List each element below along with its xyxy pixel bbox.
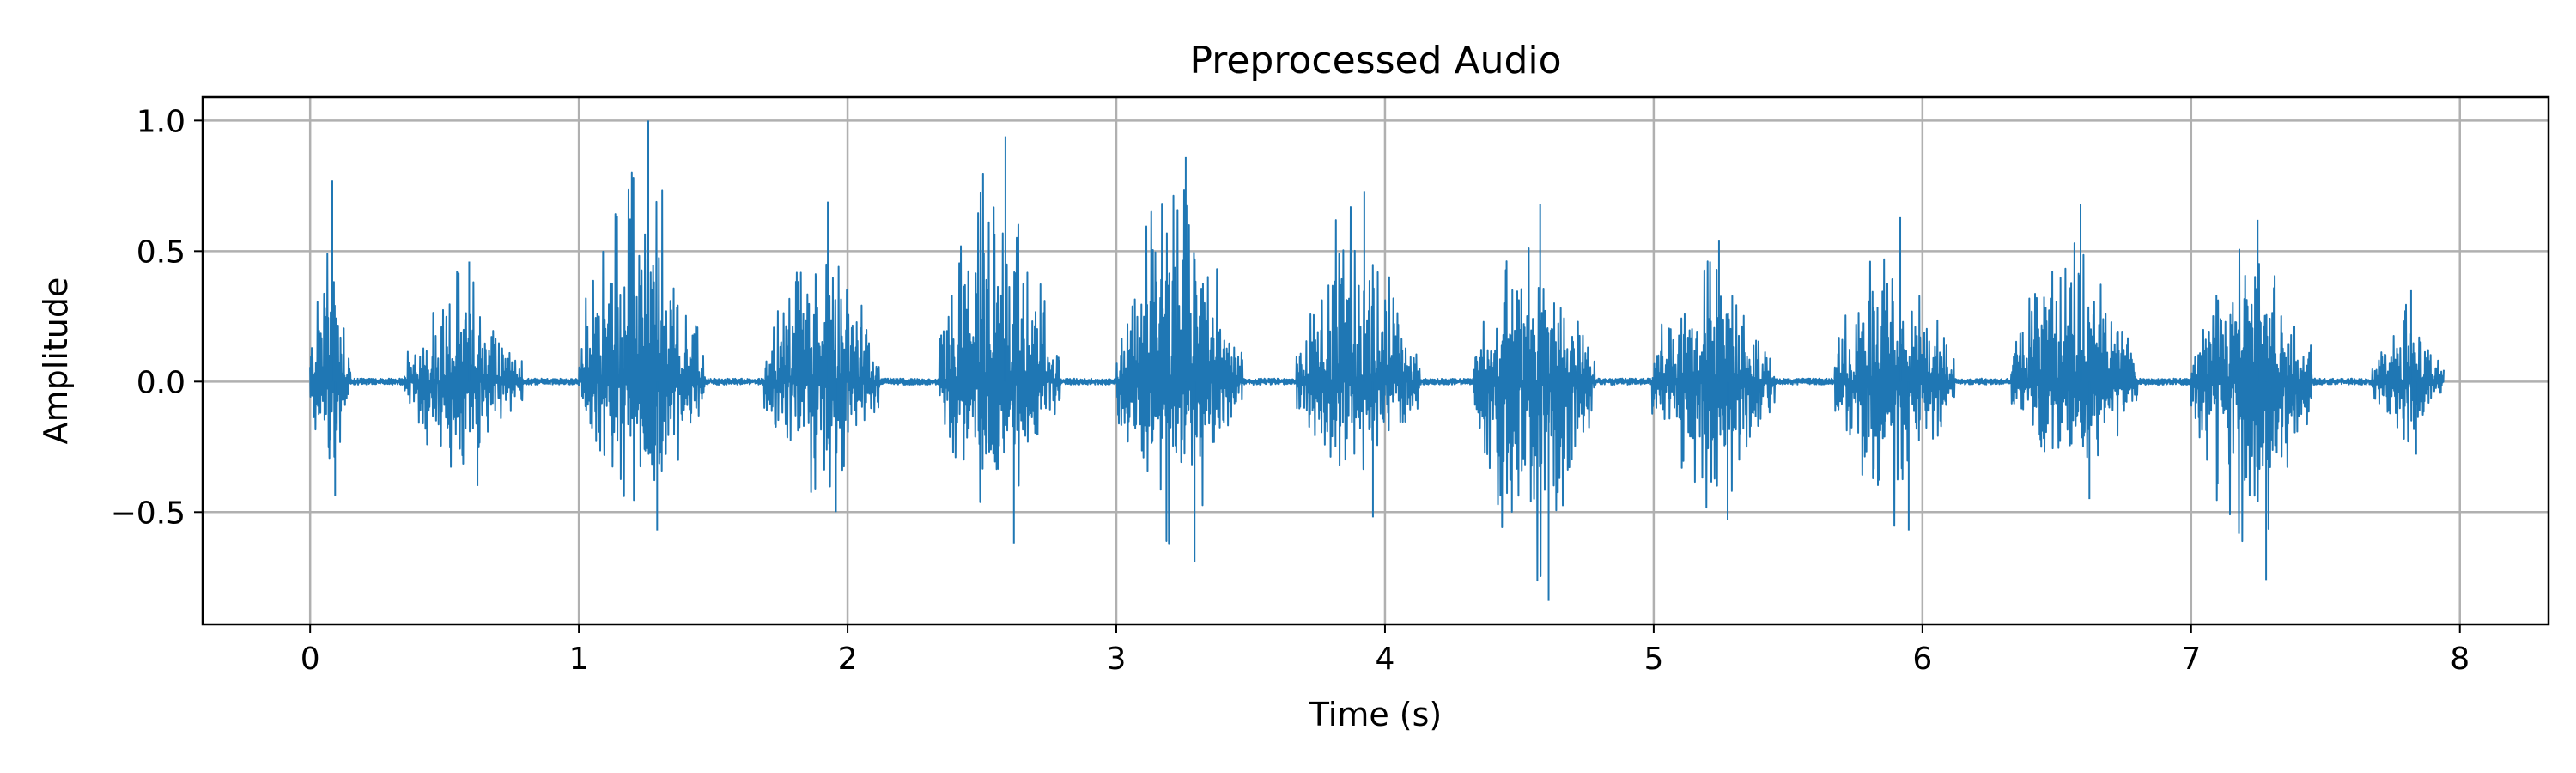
x-tick-label: 2 [838, 642, 858, 677]
chart-title: Preprocessed Audio [1189, 39, 1561, 82]
y-axis: −0.5 0.0 0.5 1.0 [111, 104, 203, 531]
x-tick-label: 1 [569, 642, 589, 677]
x-tick-label: 5 [1643, 642, 1663, 677]
x-tick-label: 7 [2181, 642, 2201, 677]
y-tick-label: −0.5 [111, 496, 185, 531]
x-tick-label: 4 [1375, 642, 1394, 677]
y-tick-label: 1.0 [137, 104, 185, 139]
x-axis: 0 1 2 3 4 5 6 7 8 [301, 624, 2470, 677]
y-axis-label: Amplitude [37, 277, 75, 445]
grid [203, 97, 2549, 624]
x-tick-label: 6 [1912, 642, 1932, 677]
x-axis-label: Time (s) [1309, 696, 1443, 733]
x-tick-label: 8 [2450, 642, 2470, 677]
y-tick-label: 0.0 [137, 365, 185, 400]
x-tick-label: 3 [1107, 642, 1127, 677]
plot-frame [201, 95, 2550, 626]
waveform-series [309, 171, 2445, 582]
x-tick-label: 0 [301, 642, 320, 677]
y-tick-label: 0.5 [137, 234, 185, 270]
